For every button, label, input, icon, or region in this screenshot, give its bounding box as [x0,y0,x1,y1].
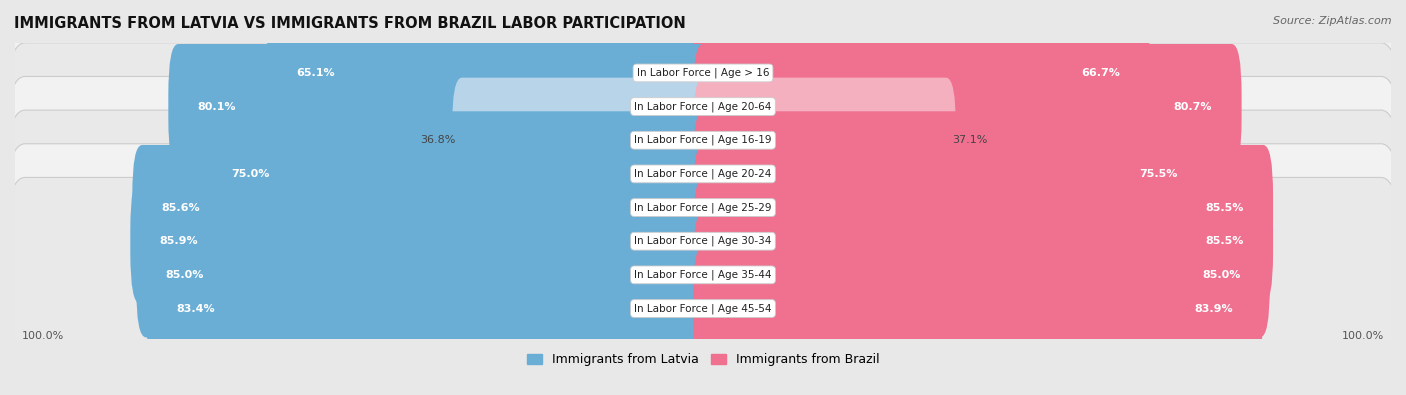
Text: In Labor Force | Age 30-34: In Labor Force | Age 30-34 [634,236,772,246]
Text: 83.9%: 83.9% [1195,303,1233,314]
FancyBboxPatch shape [1,9,1405,271]
FancyBboxPatch shape [693,179,1272,304]
Text: 85.6%: 85.6% [162,203,201,213]
FancyBboxPatch shape [1,177,1405,395]
Text: Source: ZipAtlas.com: Source: ZipAtlas.com [1274,16,1392,26]
Text: 85.0%: 85.0% [166,270,204,280]
Text: 85.9%: 85.9% [160,236,198,246]
Text: 66.7%: 66.7% [1081,68,1121,78]
Text: In Labor Force | Age > 16: In Labor Force | Age > 16 [637,68,769,78]
Text: 85.5%: 85.5% [1205,203,1243,213]
FancyBboxPatch shape [1,110,1405,372]
Text: In Labor Force | Age 20-64: In Labor Force | Age 20-64 [634,102,772,112]
Text: 37.1%: 37.1% [953,135,988,145]
Text: 75.0%: 75.0% [231,169,270,179]
Text: 85.0%: 85.0% [1202,270,1240,280]
Text: In Labor Force | Age 25-29: In Labor Force | Age 25-29 [634,202,772,213]
Text: 85.5%: 85.5% [1205,236,1243,246]
Text: In Labor Force | Age 35-44: In Labor Force | Age 35-44 [634,270,772,280]
Text: IMMIGRANTS FROM LATVIA VS IMMIGRANTS FROM BRAZIL LABOR PARTICIPATION: IMMIGRANTS FROM LATVIA VS IMMIGRANTS FRO… [14,16,686,31]
FancyBboxPatch shape [169,44,713,169]
Text: 100.0%: 100.0% [21,331,63,341]
FancyBboxPatch shape [146,246,713,371]
Text: In Labor Force | Age 16-19: In Labor Force | Age 16-19 [634,135,772,145]
FancyBboxPatch shape [693,78,956,203]
Text: 100.0%: 100.0% [1343,331,1385,341]
FancyBboxPatch shape [136,212,713,337]
FancyBboxPatch shape [201,111,713,237]
Text: 80.7%: 80.7% [1174,102,1212,112]
FancyBboxPatch shape [1,144,1405,395]
Text: 75.5%: 75.5% [1140,169,1178,179]
FancyBboxPatch shape [132,145,713,270]
Text: 65.1%: 65.1% [297,68,335,78]
FancyBboxPatch shape [693,44,1241,169]
FancyBboxPatch shape [453,78,713,203]
FancyBboxPatch shape [693,212,1270,337]
Text: In Labor Force | Age 45-54: In Labor Force | Age 45-54 [634,303,772,314]
FancyBboxPatch shape [693,111,1208,237]
FancyBboxPatch shape [267,10,713,135]
FancyBboxPatch shape [693,10,1150,135]
Text: 80.1%: 80.1% [198,102,236,112]
Text: In Labor Force | Age 20-24: In Labor Force | Age 20-24 [634,169,772,179]
Text: 36.8%: 36.8% [420,135,456,145]
FancyBboxPatch shape [131,179,713,304]
Text: 83.4%: 83.4% [176,303,215,314]
FancyBboxPatch shape [693,246,1263,371]
FancyBboxPatch shape [1,0,1405,238]
FancyBboxPatch shape [693,145,1272,270]
FancyBboxPatch shape [1,77,1405,339]
FancyBboxPatch shape [1,0,1405,204]
Legend: Immigrants from Latvia, Immigrants from Brazil: Immigrants from Latvia, Immigrants from … [522,348,884,371]
FancyBboxPatch shape [1,43,1405,305]
